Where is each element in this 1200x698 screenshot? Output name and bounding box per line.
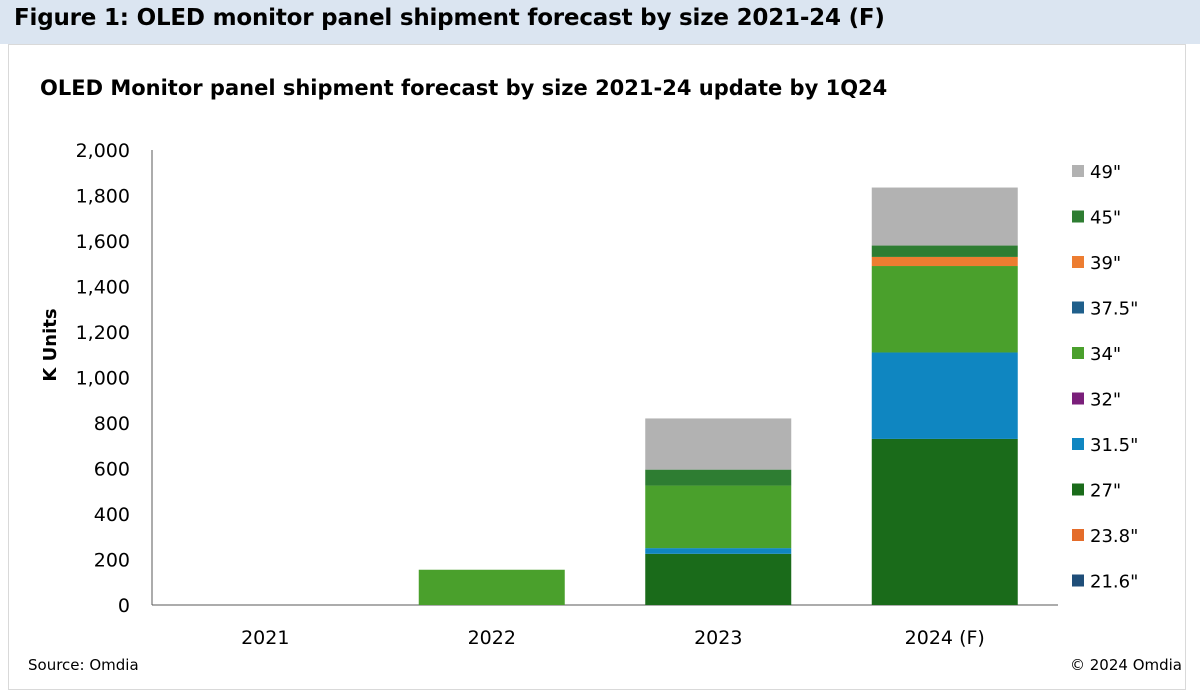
y-tick-label: 400 bbox=[94, 504, 130, 526]
legend-swatch bbox=[1072, 438, 1084, 450]
legend-swatch bbox=[1072, 301, 1084, 314]
legend-label: 31.5" bbox=[1090, 435, 1138, 456]
bar-segment-27 bbox=[871, 438, 1018, 605]
bars bbox=[418, 187, 1018, 605]
legend-swatch bbox=[1072, 483, 1084, 496]
bar-segment-34 bbox=[871, 266, 1018, 353]
legend-label: 37.5" bbox=[1090, 299, 1138, 320]
legend-swatch bbox=[1072, 210, 1084, 223]
x-axis: 2021 2022 2023 2024 (F) bbox=[152, 604, 1058, 649]
figure-title: Figure 1: OLED monitor panel shipment fo… bbox=[14, 5, 885, 31]
y-tick-label: 200 bbox=[94, 550, 130, 572]
legend-label: 32" bbox=[1090, 390, 1121, 411]
legend-label: 27" bbox=[1090, 481, 1121, 502]
legend-swatch bbox=[1072, 256, 1084, 268]
x-tick-label: 2024 (F) bbox=[905, 627, 985, 649]
y-tick-label: 1,800 bbox=[76, 186, 130, 208]
x-tick-label: 2022 bbox=[468, 627, 516, 649]
y-tick-label: 0 bbox=[118, 595, 130, 617]
bar-segment-31-5 bbox=[871, 352, 1018, 439]
bar-segment-34 bbox=[418, 569, 565, 605]
legend-swatch bbox=[1072, 165, 1084, 177]
chart-title: OLED Monitor panel shipment forecast by … bbox=[40, 76, 888, 100]
bar-segment-27 bbox=[645, 553, 792, 605]
source-note: Source: Omdia bbox=[28, 656, 139, 674]
bar-segment-45 bbox=[645, 469, 792, 486]
y-axis-label: K Units bbox=[40, 308, 61, 381]
legend: 49" 45" 39" 37.5" 34" 32" 31.5" 27" 23.8" 21.6" bbox=[1072, 162, 1138, 593]
y-tick-label: 2,000 bbox=[76, 140, 130, 162]
bar-segment-39 bbox=[871, 256, 1018, 267]
legend-swatch bbox=[1072, 574, 1084, 587]
y-tick-label: 1,600 bbox=[76, 231, 130, 253]
bar-segment-49 bbox=[871, 187, 1018, 246]
bar-segment-31-5 bbox=[645, 548, 792, 554]
legend-label: 39" bbox=[1090, 253, 1121, 274]
legend-label: 21.6" bbox=[1090, 572, 1138, 593]
copyright-note: © 2024 Omdia bbox=[1069, 656, 1182, 674]
x-tick-label: 2023 bbox=[694, 627, 742, 649]
y-tick-label: 1,000 bbox=[76, 368, 130, 390]
bar-segment-34 bbox=[645, 485, 792, 549]
bar-segment-49 bbox=[645, 418, 792, 470]
x-tick-label: 2021 bbox=[241, 627, 289, 649]
figure-header bbox=[0, 0, 1200, 44]
legend-swatch bbox=[1072, 529, 1084, 541]
y-tick-label: 600 bbox=[94, 459, 130, 481]
legend-label: 49" bbox=[1090, 162, 1121, 183]
legend-label: 23.8" bbox=[1090, 526, 1138, 547]
y-tick-label: 1,400 bbox=[76, 277, 130, 299]
legend-label: 45" bbox=[1090, 208, 1121, 229]
bar-segment-45 bbox=[871, 245, 1018, 257]
legend-label: 34" bbox=[1090, 344, 1121, 365]
legend-swatch bbox=[1072, 392, 1084, 405]
legend-swatch bbox=[1072, 347, 1084, 359]
y-tick-label: 1,200 bbox=[76, 322, 130, 344]
y-tick-label: 800 bbox=[94, 413, 130, 435]
y-axis: 0 200 400 600 800 1,000 1,200 1,400 1,600 1,800 2,… bbox=[76, 140, 153, 617]
